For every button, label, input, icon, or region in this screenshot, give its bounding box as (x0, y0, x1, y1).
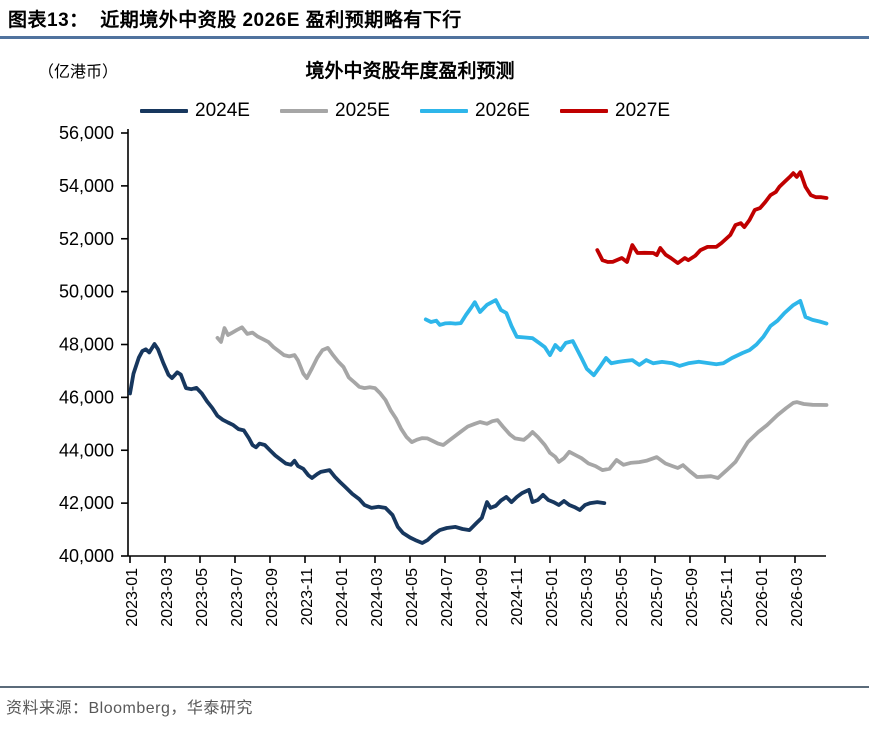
legend-label: 2024E (195, 100, 250, 121)
legend-item-2024e: 2024E (140, 100, 250, 122)
y-tick-label: 48,000 (59, 335, 114, 355)
y-tick-label: 52,000 (59, 229, 114, 249)
axes (127, 129, 826, 557)
y-axis-ticks: 40,000 42,000 44,000 46,000 48,000 50,000 52,0… (59, 123, 128, 566)
x-tick-label: 2024-03 (369, 568, 386, 627)
chart-title: 境外中资股年度盈利预测 (305, 61, 515, 82)
source-divider (0, 686, 869, 688)
x-tick-label: 2024-11 (509, 568, 526, 626)
series-line-2027e (595, 170, 829, 266)
x-tick-label: 2025-03 (579, 568, 596, 627)
legend-swatch-2027e (560, 109, 609, 113)
legend-swatch-2026e (420, 109, 469, 113)
y-tick-label: 44,000 (59, 440, 114, 460)
legend-swatch-2024e (140, 109, 188, 113)
x-tick-label: 2024-05 (404, 568, 421, 627)
x-tick-label: 2024-01 (334, 568, 351, 627)
legend-label: 2027E (615, 100, 670, 121)
x-tick-label: 2026-01 (754, 568, 771, 627)
x-tick-label: 2023-03 (159, 568, 176, 627)
y-axis-unit-label: （亿港币） (38, 64, 119, 81)
legend-swatch-2025e (280, 109, 329, 113)
x-tick-label: 2023-01 (124, 568, 141, 627)
x-tick-label: 2025-11 (719, 568, 736, 626)
source-note: 资料来源：Bloomberg，华泰研究 (6, 700, 253, 717)
x-axis-ticks: 2023-01 2023-03 2023-05 2023-07 2023-09 2023-… (124, 556, 806, 627)
x-tick-label: 2025-01 (544, 568, 561, 627)
legend: 2024E 2025E 2026E 2027E (140, 100, 670, 122)
legend-item-2025e: 2025E (280, 100, 390, 122)
x-tick-label: 2024-09 (474, 568, 491, 627)
series-line-2026e (423, 298, 829, 378)
legend-label: 2026E (475, 100, 530, 121)
x-tick-label: 2023-11 (299, 568, 316, 626)
y-tick-label: 46,000 (59, 387, 114, 407)
series-line-2024e (128, 342, 607, 545)
y-tick-label: 50,000 (59, 282, 114, 302)
legend-item-2027e: 2027E (560, 100, 670, 122)
y-tick-label: 42,000 (59, 493, 114, 513)
figure-caption: 图表13： 近期境外中资股 2026E 盈利预期略有下行 (8, 10, 462, 31)
x-tick-label: 2023-05 (194, 568, 211, 627)
y-tick-label: 56,000 (59, 123, 114, 143)
x-tick-label: 2024-07 (439, 568, 456, 627)
y-tick-label: 40,000 (59, 546, 114, 566)
legend-label: 2025E (335, 100, 390, 121)
caption-divider (0, 36, 869, 39)
y-tick-label: 54,000 (59, 176, 114, 196)
x-tick-label: 2025-07 (649, 568, 666, 627)
x-tick-label: 2025-05 (614, 568, 631, 627)
x-tick-label: 2025-09 (684, 568, 701, 627)
series-line-2025e (215, 325, 829, 480)
x-tick-label: 2023-07 (229, 568, 246, 627)
legend-item-2026e: 2026E (420, 100, 530, 122)
x-tick-label: 2023-09 (264, 568, 281, 627)
x-tick-label: 2026-03 (789, 568, 806, 627)
